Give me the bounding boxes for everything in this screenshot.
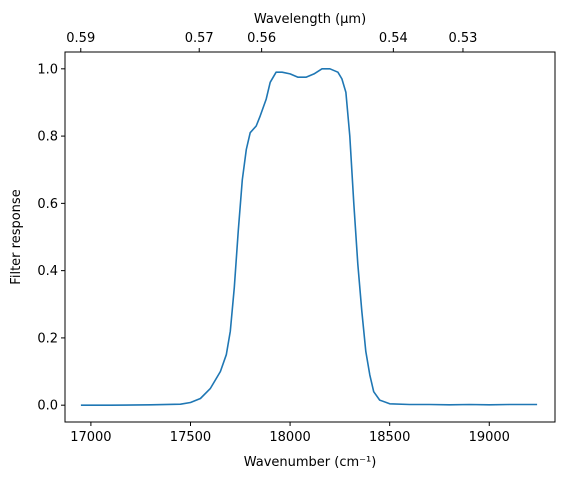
y-tick-label: 0.8 [37, 130, 58, 145]
x-tick-label: 17500 [170, 430, 211, 445]
tick-layer: 17000 17500 18000 18500 19000 0.0 0.2 0.4 0.6 0.8… [37, 31, 510, 445]
y-axis-label: Filter response [9, 189, 24, 284]
top-x-tick-label: 0.53 [448, 31, 477, 46]
top-x-axis-label: Wavelength (μm) [254, 12, 366, 27]
x-tick-label: 19000 [469, 430, 510, 445]
x-axis-label: Wavenumber (cm⁻¹) [244, 455, 377, 470]
series-layer [80, 68, 538, 406]
x-tick-label: 17000 [70, 430, 111, 445]
top-x-tick-label: 0.59 [66, 31, 95, 46]
top-x-tick-label: 0.56 [247, 31, 276, 46]
top-x-tick-label: 0.54 [379, 31, 408, 46]
top-x-tick-label: 0.57 [185, 31, 214, 46]
y-tick-label: 1.0 [37, 62, 58, 77]
y-tick-label: 0.0 [37, 399, 58, 414]
y-tick-label: 0.4 [37, 264, 58, 279]
x-tick-label: 18000 [269, 430, 310, 445]
filter-response-line [80, 68, 538, 406]
x-tick-label: 18500 [369, 430, 410, 445]
y-tick-label: 0.2 [37, 331, 58, 346]
y-tick-label: 0.6 [37, 197, 58, 212]
plot-frame [64, 51, 556, 423]
